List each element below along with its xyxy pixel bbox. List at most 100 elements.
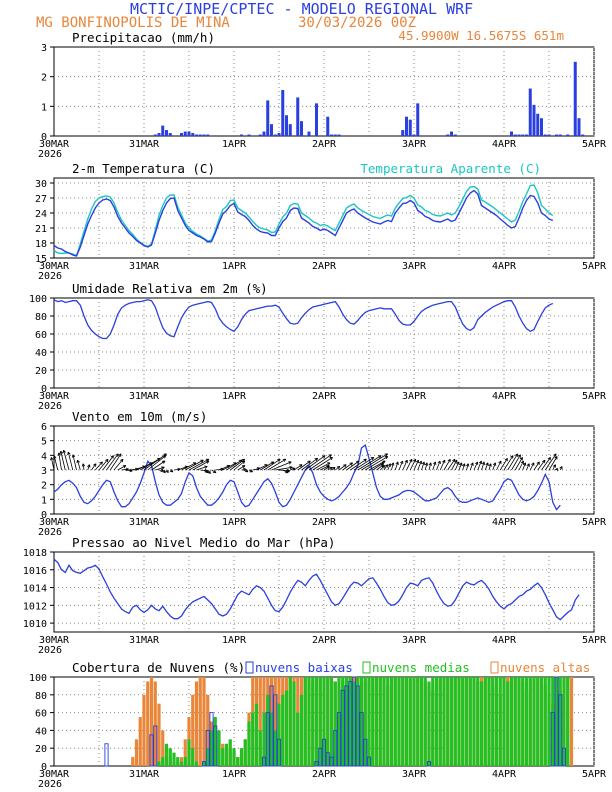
- wind-vector: [353, 457, 375, 471]
- wind-arrowhead: [433, 461, 437, 465]
- wind-arrowhead: [504, 457, 508, 462]
- x-tick-label: 2APR: [312, 139, 337, 150]
- y-tick-label: 1014: [23, 584, 47, 595]
- wind-arrowhead: [554, 467, 558, 472]
- wind-arrowhead: [81, 463, 86, 467]
- cloud-bar-nuvens-baixas: [276, 738, 282, 767]
- precip-bar: [450, 131, 453, 136]
- wind-vector: [72, 454, 77, 471]
- wind-vector: [398, 460, 403, 471]
- wind-arrowhead: [547, 457, 551, 461]
- cloud-bar-nuvens-altas: [161, 730, 165, 766]
- cloud-bar-nuvens-medias: [464, 677, 469, 766]
- wind-arrowhead: [87, 464, 91, 468]
- wind-vector: [526, 463, 530, 471]
- wind-vector: [406, 459, 413, 471]
- wind-arrowhead: [370, 457, 375, 461]
- wind-arrowhead: [105, 458, 109, 463]
- legend-swatch: [490, 661, 499, 674]
- wind-vector: [181, 462, 197, 471]
- wind-vector: [409, 459, 417, 471]
- temp-line: [53, 189, 554, 257]
- x-tick-label: 31MAR: [129, 139, 160, 150]
- wind-vector: [293, 464, 303, 471]
- wind-arrowhead: [326, 466, 330, 470]
- precip-bar: [326, 116, 330, 136]
- precip-bar: [517, 134, 521, 136]
- cloud-bar-nuvens-medias: [187, 739, 191, 766]
- cloud-bar-nuvens-medias: [247, 721, 251, 766]
- cloud-bar-nuvens-medias: [191, 748, 195, 766]
- wind-vector: [424, 462, 428, 471]
- cloud-bar-nuvens-altas: [258, 677, 262, 766]
- precip-bar: [573, 61, 577, 137]
- y-tick-label: 3: [41, 466, 47, 477]
- legend-label: nuvens altas: [500, 660, 590, 675]
- wind-vector: [428, 462, 432, 471]
- precip-bar: [453, 134, 457, 136]
- wind-arrowhead: [459, 462, 463, 466]
- y-tick-label: 100: [29, 673, 47, 684]
- wind-arrowhead: [205, 460, 210, 464]
- cloud-bar-nuvens-medias: [367, 677, 371, 766]
- y-tick-label: 1: [41, 495, 47, 506]
- x-year-label: 2026: [38, 779, 62, 790]
- x-tick-label: 31MAR: [129, 517, 160, 528]
- x-tick-label: 2APR: [312, 635, 337, 646]
- wind-vector: [488, 463, 492, 471]
- cloud-bar-nuvens-medias: [521, 677, 525, 766]
- wind-vector: [552, 464, 556, 471]
- wind-vector: [188, 458, 209, 471]
- wind-vector: [305, 455, 326, 471]
- wind-arrowhead: [288, 461, 292, 465]
- x-tick-label: 2APR: [312, 769, 337, 780]
- wind-arrowhead: [559, 466, 563, 470]
- y-tick-label: 5: [41, 437, 47, 448]
- wind-vector: [155, 466, 165, 471]
- precip-bar: [405, 116, 408, 136]
- wind-arrowhead: [442, 459, 446, 464]
- cloud-bar-nuvens-medias: [498, 677, 502, 766]
- precip-bar: [446, 134, 450, 136]
- wind-arrowhead: [520, 460, 524, 464]
- cloud-bar-nuvens-medias: [266, 694, 270, 766]
- x-tick-label: 3APR: [402, 261, 427, 272]
- y-tick-label: 1012: [23, 601, 47, 612]
- wind-vector: [260, 461, 274, 471]
- cloud-bar-nuvens-medias: [539, 677, 544, 766]
- x-tick-label: 30MAR: [39, 769, 70, 780]
- cloud-bar-nuvens-medias: [329, 677, 334, 766]
- cloud-bar-nuvens-medias: [427, 681, 431, 766]
- wind-vector: [50, 457, 55, 471]
- wind-vector: [361, 453, 388, 471]
- cloud-bar-nuvens-medias: [168, 748, 172, 766]
- cloud-bar-nuvens-medias: [254, 703, 259, 766]
- wind-vector: [94, 461, 103, 471]
- wind-arrowhead: [395, 461, 399, 465]
- wind-arrowhead: [62, 449, 66, 454]
- wind-arrowhead: [241, 465, 246, 469]
- wind-arrowhead: [207, 470, 211, 474]
- y-tick-label: 27: [35, 194, 47, 205]
- cloud-bar-nuvens-baixas: [261, 756, 267, 767]
- wind-arrowhead: [249, 469, 253, 473]
- y-tick-label: 1018: [23, 548, 47, 559]
- precip-bar: [183, 131, 187, 136]
- cloud-bar-nuvens-medias: [528, 677, 532, 766]
- wind-arrowhead: [326, 462, 331, 466]
- precip-bar: [195, 134, 198, 136]
- x-tick-label: 1APR: [222, 517, 247, 528]
- wind-arrowhead: [488, 463, 492, 467]
- wind-arrowhead: [329, 466, 333, 471]
- legend-swatch: [245, 661, 254, 674]
- wind-arrowhead: [71, 454, 76, 458]
- precip-bar: [198, 134, 202, 136]
- wind-vector: [297, 460, 311, 471]
- x-tick-label: 30MAR: [39, 139, 70, 150]
- x-year-label: 2026: [38, 401, 62, 412]
- wind-vector: [106, 453, 119, 471]
- precip-bar: [161, 125, 165, 136]
- wind-vector: [335, 466, 340, 471]
- cloud-bar-nuvens-baixas: [265, 712, 270, 767]
- x-tick-label: 2APR: [312, 261, 337, 272]
